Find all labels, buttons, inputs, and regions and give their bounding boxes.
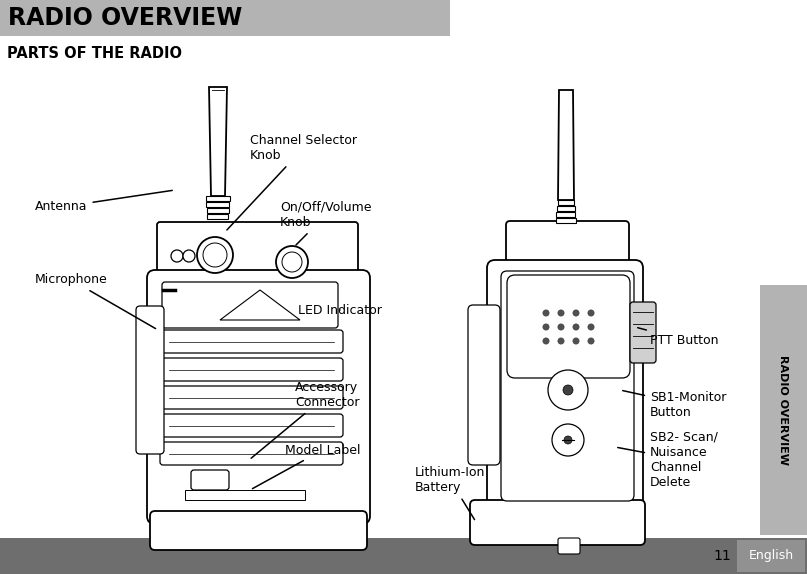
Circle shape bbox=[587, 324, 595, 331]
FancyBboxPatch shape bbox=[136, 306, 164, 454]
Text: English: English bbox=[748, 549, 793, 563]
Circle shape bbox=[572, 338, 579, 344]
Circle shape bbox=[563, 385, 573, 395]
FancyBboxPatch shape bbox=[470, 500, 645, 545]
Circle shape bbox=[587, 309, 595, 316]
FancyBboxPatch shape bbox=[160, 442, 343, 465]
Circle shape bbox=[572, 324, 579, 331]
Circle shape bbox=[542, 324, 550, 331]
Circle shape bbox=[183, 250, 195, 262]
Circle shape bbox=[558, 338, 565, 344]
Text: 11: 11 bbox=[713, 549, 731, 563]
FancyBboxPatch shape bbox=[191, 470, 229, 490]
Bar bbox=[0, 0, 450, 36]
FancyBboxPatch shape bbox=[160, 414, 343, 437]
Bar bbox=[185, 490, 305, 500]
FancyBboxPatch shape bbox=[501, 271, 634, 501]
Text: LED Indicator: LED Indicator bbox=[298, 304, 382, 316]
Circle shape bbox=[572, 309, 579, 316]
FancyBboxPatch shape bbox=[160, 386, 343, 409]
Circle shape bbox=[548, 370, 588, 410]
Circle shape bbox=[171, 250, 183, 262]
Circle shape bbox=[542, 309, 550, 316]
Text: Model Label: Model Label bbox=[253, 444, 361, 488]
Circle shape bbox=[542, 338, 550, 344]
FancyBboxPatch shape bbox=[147, 270, 370, 524]
Circle shape bbox=[564, 436, 572, 444]
Circle shape bbox=[558, 324, 565, 331]
Bar bbox=[556, 218, 576, 223]
Text: PTT Button: PTT Button bbox=[638, 328, 718, 347]
Text: SB2- Scan/
Nuisance
Channel
Delete: SB2- Scan/ Nuisance Channel Delete bbox=[617, 431, 718, 489]
Circle shape bbox=[558, 309, 565, 316]
Circle shape bbox=[276, 246, 308, 278]
Polygon shape bbox=[209, 87, 227, 196]
Bar bbox=[760, 285, 807, 535]
Bar bbox=[557, 212, 575, 217]
Text: PARTS OF THE RADIO: PARTS OF THE RADIO bbox=[7, 46, 182, 61]
Bar bbox=[206, 196, 230, 201]
Text: Microphone: Microphone bbox=[35, 273, 156, 328]
Text: On/Off/Volume
Knob: On/Off/Volume Knob bbox=[280, 201, 371, 245]
Text: RADIO OVERVIEW: RADIO OVERVIEW bbox=[8, 6, 242, 30]
Text: Accessory
Connector: Accessory Connector bbox=[251, 381, 359, 458]
FancyBboxPatch shape bbox=[150, 511, 367, 550]
FancyBboxPatch shape bbox=[630, 302, 656, 363]
FancyBboxPatch shape bbox=[160, 358, 343, 381]
Bar bbox=[0, 538, 807, 574]
FancyBboxPatch shape bbox=[487, 260, 643, 513]
Bar bbox=[207, 202, 229, 207]
FancyBboxPatch shape bbox=[506, 221, 629, 274]
Bar bbox=[737, 540, 805, 572]
Bar bbox=[207, 214, 228, 219]
FancyBboxPatch shape bbox=[558, 538, 580, 554]
Bar bbox=[207, 208, 229, 213]
FancyBboxPatch shape bbox=[162, 282, 338, 328]
Bar bbox=[558, 206, 575, 211]
Bar bbox=[558, 200, 574, 205]
Text: Channel Selector
Knob: Channel Selector Knob bbox=[227, 134, 357, 230]
Polygon shape bbox=[220, 290, 300, 320]
Circle shape bbox=[282, 252, 302, 272]
Circle shape bbox=[197, 237, 233, 273]
Text: Lithium-Ion
Battery: Lithium-Ion Battery bbox=[415, 466, 485, 519]
FancyBboxPatch shape bbox=[507, 275, 630, 378]
FancyBboxPatch shape bbox=[468, 305, 500, 465]
FancyBboxPatch shape bbox=[157, 222, 358, 281]
Circle shape bbox=[203, 243, 227, 267]
Text: Antenna: Antenna bbox=[35, 191, 172, 214]
Circle shape bbox=[552, 424, 584, 456]
FancyBboxPatch shape bbox=[160, 330, 343, 353]
Text: RADIO OVERVIEW: RADIO OVERVIEW bbox=[779, 355, 788, 465]
Circle shape bbox=[587, 338, 595, 344]
Text: SB1-Monitor
Button: SB1-Monitor Button bbox=[623, 390, 726, 419]
Polygon shape bbox=[558, 90, 574, 200]
